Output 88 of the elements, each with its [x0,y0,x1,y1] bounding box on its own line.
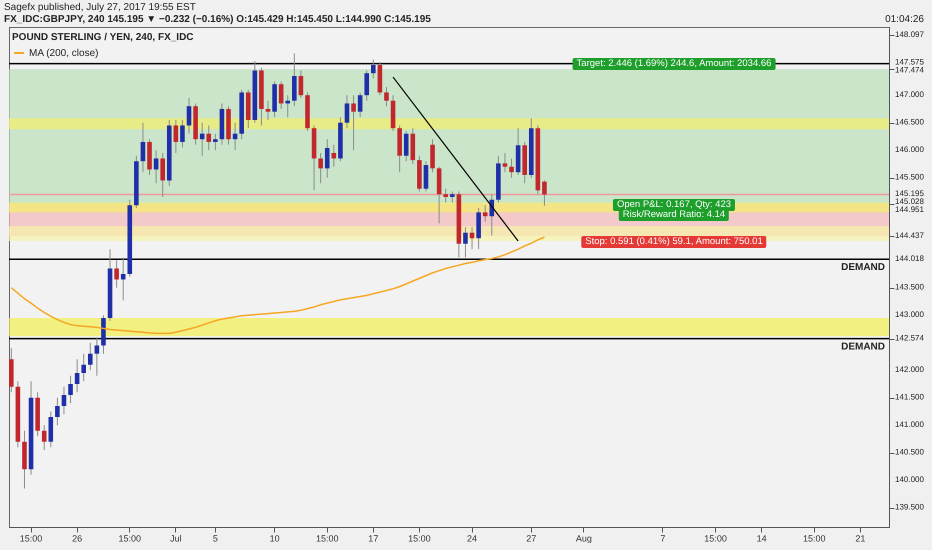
candlestick [55,397,60,426]
candlestick [81,353,86,382]
candlestick [470,226,474,250]
x-tick-label: 5 [212,534,218,544]
y-tick-label: 142.000 [895,365,924,374]
candlestick [430,138,435,173]
candlestick [364,70,370,102]
candlestick [351,94,356,151]
candlestick [160,152,165,198]
candlestick [542,180,547,206]
y-tick-label: 142.574 [895,334,924,343]
y-tick-label: 147.575 [895,57,924,66]
candlestick [318,152,323,184]
x-tick-label: 15:00 [803,534,826,544]
candlestick [266,100,270,120]
ref-line-label: DEMAND [841,342,885,353]
x-tick-label: Jul [170,534,182,544]
candlestick [278,80,284,110]
y-tick-label: 145.195 [895,189,924,198]
y-tick-label: 144.951 [895,205,924,214]
y-tick-label: 141.500 [895,392,924,402]
candlestick [371,58,376,80]
y-tick-label: 144.018 [895,254,924,264]
x-tick-label: Aug [576,534,592,544]
y-tick-label: 146.000 [895,145,924,154]
chart-title: FX_IDC:GBPJPY, 240 145.195 ▼ −0.232 (−0.16%) O:145.429 H:145.450 L:144.990 C:145.195 [4,14,431,25]
y-tick-label: 145.028 [895,197,924,206]
annotation: Open P&L: 0.167, Qty: 423 [612,199,736,211]
x-tick-label: 17 [368,534,378,544]
x-tick-label: 7 [660,534,666,544]
candlestick [509,158,514,178]
y-tick-label: 143.000 [895,310,924,320]
candlestick [88,342,93,371]
candlestick [332,144,336,168]
line-series [10,236,546,334]
x-tick-label: 15:00 [20,534,42,544]
y-tick-label: 147.474 [895,65,924,74]
annotation: Target: 2.446 (1.69%) 244.6, Amount: 2034.66 [572,58,776,70]
candlestick [463,226,468,258]
candlestick [154,150,158,184]
annotation: Stop: 0.591 (0.41%) 59.1, Amount: 750.01 [581,236,767,248]
y-tick-label: 140.500 [895,448,924,457]
x-tick-label: 15:00 [408,534,431,544]
candlestick [298,70,304,98]
x-tick-label: 15:00 [316,534,338,544]
candlestick [404,130,409,162]
x-tick-label: 14 [756,534,767,544]
candlestick [443,188,448,203]
y-tick-label: 148.097 [895,30,924,39]
candlestick [358,92,362,118]
candlestick [200,122,204,156]
y-tick-label: 144.437 [895,231,924,240]
y-tick-label: 140.000 [895,475,924,484]
x-tick-label: 26 [72,534,82,544]
x-tick-label: 24 [467,534,478,544]
y-tick-label: 141.000 [895,420,924,430]
candlestick [74,358,80,393]
x-tick-label: 10 [270,534,280,544]
x-tick-label: 21 [855,534,866,544]
ref-line-label: DEMAND [841,262,885,274]
y-tick-label: 145.500 [895,172,924,182]
text: Sagefx published, July 27, 2017 19:55 EST [4,2,196,13]
candlestick [384,86,389,107]
candlestick [114,260,119,288]
candlestick [62,386,66,415]
candlestick [324,138,330,178]
legend-label: MA (200, close) [29,48,98,59]
text: POUND STERLING / YEN, 240, FX_IDC [12,32,194,43]
candlestick [140,122,146,173]
candlestick [450,190,455,203]
y-tick-label: 146.500 [895,118,924,127]
candlestick [68,375,73,404]
candlestick [232,122,238,151]
text: 01:04:26 [885,14,924,25]
annotation: Risk/Reward Ratio: 4.14 [618,209,730,221]
candlestick [120,256,126,301]
x-tick-label: 15:00 [704,534,727,544]
x-tick-label: 15:00 [118,534,142,544]
candlestick [94,336,100,376]
x-tick-label: 27 [526,534,536,544]
candlestick [213,133,218,151]
y-tick-label: 139.500 [895,502,924,512]
y-tick-label: 147.000 [895,90,924,100]
candlestick [42,424,47,450]
candlestick [285,94,290,118]
y-tick-label: 143.500 [895,282,924,292]
candlestick [206,124,212,151]
candlestick [424,160,428,192]
